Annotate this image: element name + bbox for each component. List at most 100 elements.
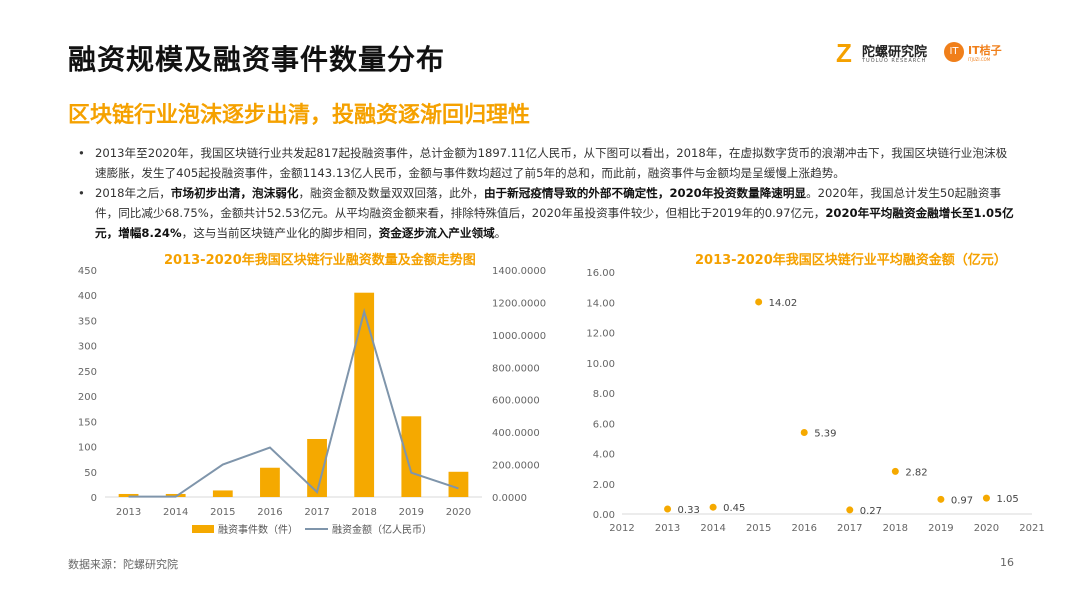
bullet-item: • 2013年至2020年，我国区块链行业共发起817起投融资事件，总计金额为18… bbox=[78, 143, 1018, 183]
x-tick-label: 2013 bbox=[655, 523, 680, 534]
bar-mark bbox=[354, 292, 375, 497]
x-tick-label: 2012 bbox=[609, 523, 634, 534]
bullet-text-bold: 资金逐步流入产业领域 bbox=[378, 226, 495, 240]
left-chart-title: 2013-2020年我国区块链行业融资数量及金额走势图 bbox=[164, 253, 476, 268]
itjuzi-name: IT桔子 bbox=[968, 44, 1002, 57]
y-right-tick-label: 800.0000 bbox=[492, 363, 540, 374]
legend-bar-swatch bbox=[192, 525, 214, 533]
x-tick-label: 2020 bbox=[974, 523, 999, 534]
scatter-point bbox=[937, 495, 945, 503]
x-tick-label: 2013 bbox=[116, 507, 141, 518]
data-label: 2.82 bbox=[905, 467, 927, 478]
legend-bar-label: 融资事件数（件） bbox=[218, 523, 298, 536]
bar-mark bbox=[401, 416, 422, 497]
tuoluo-name: 陀螺研究院 bbox=[862, 45, 928, 60]
scatter-point bbox=[664, 505, 672, 513]
x-tick-label: 2017 bbox=[837, 523, 862, 534]
y-left-tick-label: 0 bbox=[91, 493, 97, 504]
line-series-mark bbox=[128, 307, 459, 498]
data-label: 5.39 bbox=[814, 428, 836, 439]
bullet-dot: • bbox=[78, 146, 85, 160]
bar-mark bbox=[212, 490, 233, 497]
tuoluo-mark: Z bbox=[836, 38, 852, 68]
y-left-tick-label: 100 bbox=[78, 443, 97, 454]
data-label: 0.27 bbox=[860, 506, 882, 517]
x-tick-label: 2018 bbox=[883, 523, 908, 534]
tuoluo-name-en: TUOLUO RESEARCH bbox=[862, 58, 927, 64]
y-left-tick-label: 250 bbox=[78, 367, 97, 378]
data-label: 0.97 bbox=[951, 495, 973, 506]
page-number: 16 bbox=[1000, 556, 1014, 569]
x-tick-label: 2020 bbox=[446, 507, 471, 518]
bullet-list: • 2013年至2020年，我国区块链行业共发起817起投融资事件，总计金额为18… bbox=[78, 143, 1018, 243]
y-right-tick-label: 600.0000 bbox=[492, 396, 540, 407]
bullet-text-bold: 市场初步出清，泡沫弱化 bbox=[170, 186, 299, 200]
combo-chart: 0 50 100 150 200 250 300 350 400 450 0.0000 200.000… bbox=[78, 266, 546, 536]
scatter-point bbox=[755, 298, 763, 306]
x-tick-label: 2021 bbox=[1019, 523, 1044, 534]
bullet-text: 。 bbox=[494, 226, 507, 240]
y-left-tick-label: 200 bbox=[78, 392, 97, 403]
tuoluo-logo: Z 陀螺研究院 TUOLUO RESEARCH bbox=[836, 40, 936, 70]
y-left-tick-label: 350 bbox=[78, 316, 97, 327]
bullet-text: ，融资金额及数量双双回落，此外， bbox=[298, 186, 484, 200]
scatter-chart: 0.00 2.00 4.00 6.00 8.00 10.00 12.00 14.00 16.00… bbox=[586, 268, 1044, 534]
y-right-tick-label: 0.0000 bbox=[492, 493, 527, 504]
right-chart-title: 2013-2020年我国区块链行业平均融资金额（亿元） bbox=[695, 253, 1007, 268]
data-label: 0.45 bbox=[723, 503, 745, 514]
bullet-text-bold: 2020年平均融资金融增长至1.05亿元，增幅8.24% bbox=[95, 206, 1014, 240]
bullet-dot: • bbox=[78, 186, 85, 200]
page-subtitle: 区块链行业泡沫逐步出清，投融资逐渐回归理性 bbox=[68, 103, 531, 128]
scatter-point bbox=[982, 494, 990, 502]
bullet-text-bold: 由于新冠疫情导致的外部不确定性，2020年投资数量降速明显 bbox=[483, 186, 807, 200]
y-tick-label: 10.00 bbox=[586, 359, 615, 370]
x-tick-label: 2016 bbox=[257, 507, 282, 518]
y-right-tick-label: 400.0000 bbox=[492, 428, 540, 439]
x-tick-label: 2014 bbox=[700, 523, 725, 534]
data-label: 14.02 bbox=[769, 298, 798, 309]
scatter-point bbox=[709, 503, 717, 511]
y-tick-label: 16.00 bbox=[586, 268, 615, 279]
y-tick-label: 4.00 bbox=[593, 450, 615, 461]
data-source: 数据来源：陀螺研究院 bbox=[68, 558, 178, 571]
x-tick-label: 2015 bbox=[746, 523, 771, 534]
bullet-text: 。2020年，我国总计发生50起融资事件，同比减少68.75%，金额共计52.5… bbox=[95, 186, 1002, 220]
bar-mark bbox=[307, 438, 327, 497]
y-tick-label: 0.00 bbox=[593, 510, 615, 521]
scatter-point bbox=[800, 428, 808, 436]
bullet-text: ，这与当前区块链产业化的脚步相同， bbox=[181, 226, 379, 240]
x-tick-label: 2019 bbox=[928, 523, 953, 534]
y-left-tick-label: 400 bbox=[78, 291, 97, 302]
y-left-tick-label: 450 bbox=[78, 266, 97, 277]
x-tick-label: 2019 bbox=[399, 507, 424, 518]
x-tick-label: 2014 bbox=[163, 507, 188, 518]
scatter-point bbox=[891, 467, 899, 475]
legend-line-label: 融资金额（亿人民币） bbox=[332, 523, 432, 536]
bullet-text: 2013年至2020年，我国区块链行业共发起817起投融资事件，总计金额为189… bbox=[95, 146, 1008, 180]
itjuzi-name-en: ITJUZI.COM bbox=[968, 57, 991, 62]
y-left-tick-label: 50 bbox=[84, 468, 97, 479]
bullet-item: • 2018年之后，市场初步出清，泡沫弱化，融资金额及数量双双回落，此外，由于新冠… bbox=[78, 183, 1018, 243]
data-label: 0.33 bbox=[678, 505, 700, 516]
data-label: 1.05 bbox=[996, 494, 1018, 505]
y-tick-label: 8.00 bbox=[593, 389, 615, 400]
bar-mark bbox=[118, 493, 139, 497]
y-tick-label: 12.00 bbox=[586, 329, 615, 340]
bullet-text: 2018年之后， bbox=[95, 186, 171, 200]
x-tick-label: 2016 bbox=[791, 523, 816, 534]
y-right-tick-label: 200.0000 bbox=[492, 461, 540, 472]
x-tick-label: 2015 bbox=[210, 507, 235, 518]
y-right-tick-label: 1200.0000 bbox=[492, 298, 546, 309]
x-tick-label: 2017 bbox=[304, 507, 329, 518]
itjuzi-logo: IT IT桔子 ITJUZI.COM bbox=[944, 40, 1014, 70]
scatter-point bbox=[846, 506, 854, 514]
y-left-tick-label: 150 bbox=[78, 417, 97, 428]
y-left-tick-label: 300 bbox=[78, 342, 97, 353]
itjuzi-mark: IT bbox=[944, 42, 964, 62]
x-tick-label: 2018 bbox=[351, 507, 376, 518]
bar-mark bbox=[448, 471, 469, 497]
bar-mark bbox=[260, 467, 280, 497]
y-right-tick-label: 1400.0000 bbox=[492, 266, 546, 277]
page-title: 融资规模及融资事件数量分布 bbox=[68, 43, 446, 76]
y-tick-label: 14.00 bbox=[586, 298, 615, 309]
